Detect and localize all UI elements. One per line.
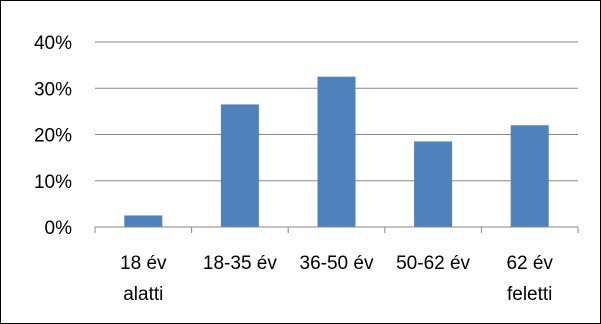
x-category-label: 50-62 év	[396, 253, 470, 274]
y-tick-label: 30%	[34, 79, 72, 100]
x-category-label: 62 év feletti	[506, 253, 553, 305]
x-axis-category-labels: 18 év alatti 18-35 év 36-50 év 50-62 év 62 év…	[120, 253, 553, 305]
bar	[510, 125, 549, 227]
x-category-label: 36-50 év	[300, 253, 374, 274]
bar	[220, 104, 259, 227]
bars	[124, 76, 549, 227]
bar	[414, 141, 453, 227]
y-tick-label: 0%	[45, 218, 73, 239]
y-axis-tick-labels: 0% 10% 20% 30% 40%	[34, 33, 72, 239]
bar	[317, 76, 356, 227]
x-category-label: 18-35 év	[203, 253, 277, 274]
y-tick-label: 10%	[34, 172, 72, 193]
bar	[124, 215, 163, 227]
y-tick-label: 40%	[34, 33, 72, 54]
x-axis	[94, 226, 579, 233]
x-category-label: 18 év alatti	[120, 253, 167, 305]
y-tick-label: 20%	[34, 126, 72, 147]
